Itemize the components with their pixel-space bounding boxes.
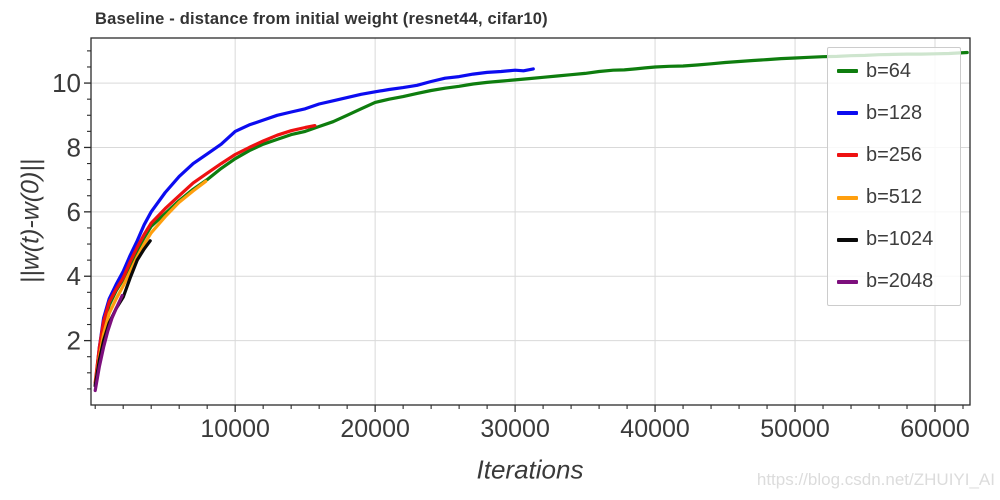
- legend-swatch-icon: [837, 279, 858, 284]
- legend-item-b128: b=128: [828, 102, 960, 125]
- series-line-b512: [93, 179, 208, 388]
- legend-label: b=512: [866, 186, 923, 209]
- legend-swatch-icon: [837, 195, 858, 200]
- x-axis-label: Iterations: [476, 454, 584, 485]
- legend-item-b256: b=256: [828, 144, 960, 167]
- legend-label: b=64: [866, 59, 912, 82]
- series-line-b128: [93, 67, 535, 388]
- x-tick-label: 50000: [760, 415, 830, 443]
- y-tick-label: 4: [67, 261, 81, 291]
- plot-spines: [90, 37, 971, 406]
- legend-item-b1024: b=1024: [828, 228, 960, 251]
- legend-item-b2048: b=2048: [828, 270, 960, 293]
- legend: b=64 b=128 b=256 b=512 b=1024 b=2048: [827, 47, 961, 306]
- legend-label: b=256: [866, 143, 923, 166]
- legend-item-b64: b=64: [828, 60, 960, 83]
- y-tick-label: 8: [67, 132, 81, 162]
- chart-title: Baseline - distance from initial weight …: [95, 10, 548, 28]
- x-tick-label: 20000: [340, 415, 410, 443]
- legend-swatch-icon: [837, 111, 858, 116]
- legend-label: b=2048: [866, 270, 934, 293]
- y-tick-label: 2: [67, 326, 81, 356]
- x-tick-label: 60000: [900, 415, 970, 443]
- watermark: https://blog.csdn.net/ZHUIYI_AI: [756, 470, 995, 489]
- series-line-b256: [93, 123, 317, 385]
- legend-item-b512: b=512: [828, 186, 960, 209]
- y-tick-label: 6: [67, 197, 81, 227]
- x-tick-label: 10000: [200, 415, 270, 443]
- y-axis-label: ||w(t)-w(0)||: [16, 158, 45, 284]
- legend-label: b=1024: [866, 228, 934, 251]
- legend-swatch-icon: [837, 69, 858, 74]
- legend-swatch-icon: [837, 237, 858, 242]
- y-tick-label: 10: [52, 68, 81, 98]
- legend-swatch-icon: [837, 153, 858, 158]
- x-tick-label: 40000: [620, 415, 690, 443]
- legend-label: b=128: [866, 101, 923, 124]
- series-line-b2048: [93, 293, 124, 393]
- x-tick-label: 30000: [480, 415, 550, 443]
